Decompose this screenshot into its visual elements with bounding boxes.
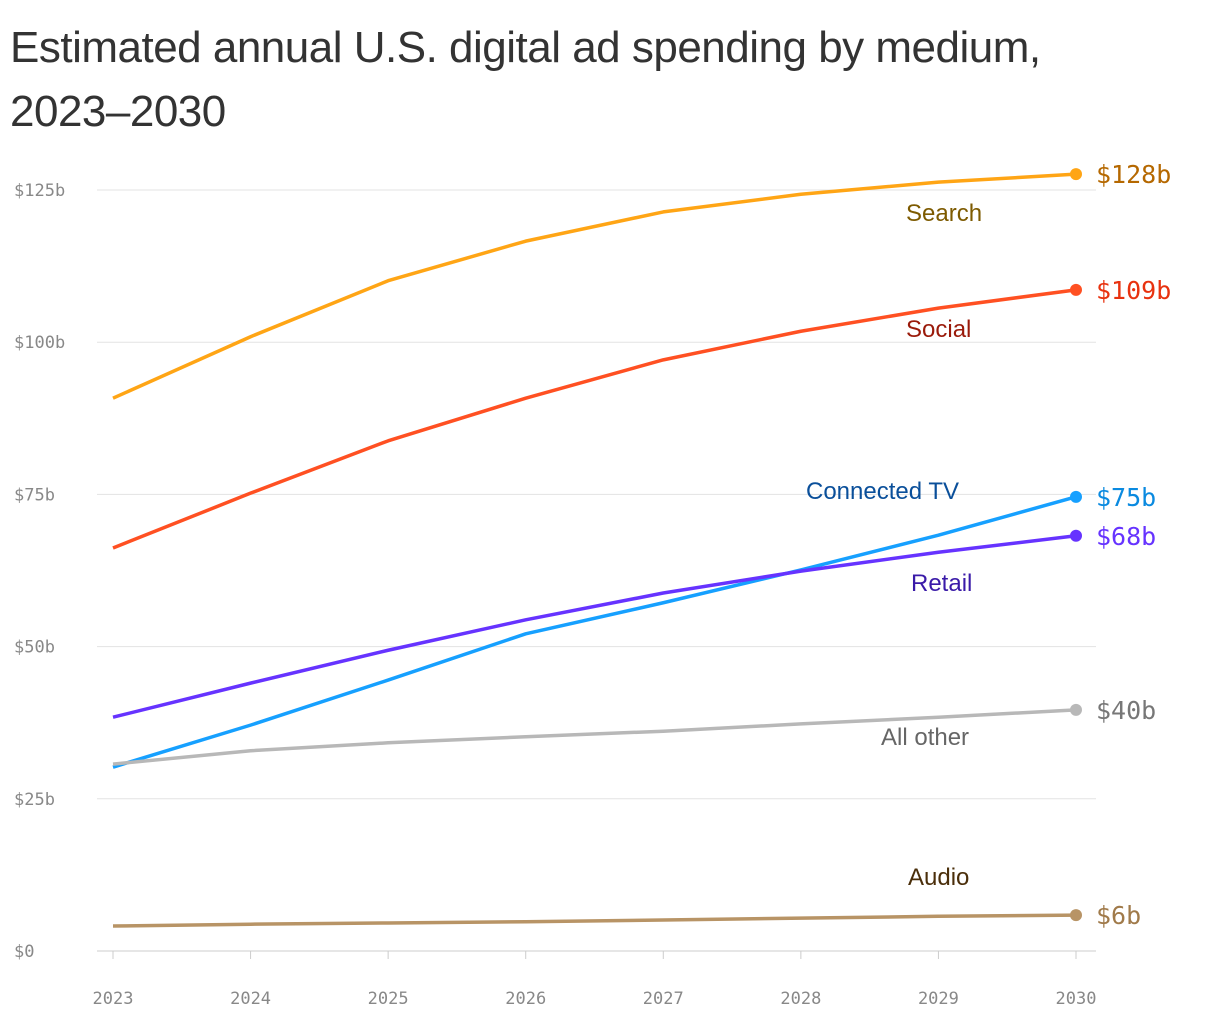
x-tick-label: 2023 (93, 989, 134, 1009)
chart-title: Estimated annual U.S. digital ad spendin… (10, 23, 1041, 136)
y-tick-label: $100b (14, 333, 65, 353)
x-tick-label: 2028 (780, 989, 821, 1009)
end-value-label: $40b (1096, 696, 1156, 725)
y-tick-label: $50b (14, 638, 55, 658)
series-line-all-other (112, 708, 1077, 766)
y-tick-label: $25b (14, 790, 55, 810)
end-point (1070, 703, 1082, 716)
y-tick-label: $75b (14, 485, 55, 505)
series-line-audio (112, 913, 1077, 928)
end-value-label: $109b (1096, 276, 1171, 305)
series-line-search (112, 172, 1077, 400)
series-line-connected-tv (112, 495, 1077, 769)
x-tick-label: 2027 (643, 989, 684, 1009)
end-point (1070, 909, 1082, 922)
end-point (1070, 283, 1082, 296)
end-value-label: $6b (1096, 901, 1141, 930)
end-value-label: $75b (1096, 483, 1156, 512)
y-tick-label: $0 (14, 942, 34, 962)
series-label: Audio (908, 864, 969, 891)
series-line-social (112, 288, 1077, 550)
x-tick-label: 2024 (230, 989, 271, 1009)
series-line-retail (112, 534, 1077, 719)
end-point (1070, 168, 1082, 181)
series-label: All other (881, 724, 969, 751)
end-value-label: $68b (1096, 522, 1156, 551)
x-tick-label: 2025 (368, 989, 409, 1009)
series-label: Connected TV (806, 478, 959, 505)
end-value-label: $128b (1096, 160, 1171, 189)
end-point (1070, 490, 1082, 503)
series-label: Retail (911, 570, 972, 597)
series-label: Search (906, 200, 982, 227)
end-point (1070, 529, 1082, 542)
x-tick-label: 2029 (918, 989, 959, 1009)
series-label: Social (906, 316, 971, 343)
x-tick-label: 2026 (505, 989, 546, 1009)
x-tick-label: 2030 (1056, 989, 1097, 1009)
y-tick-label: $125b (14, 181, 65, 201)
